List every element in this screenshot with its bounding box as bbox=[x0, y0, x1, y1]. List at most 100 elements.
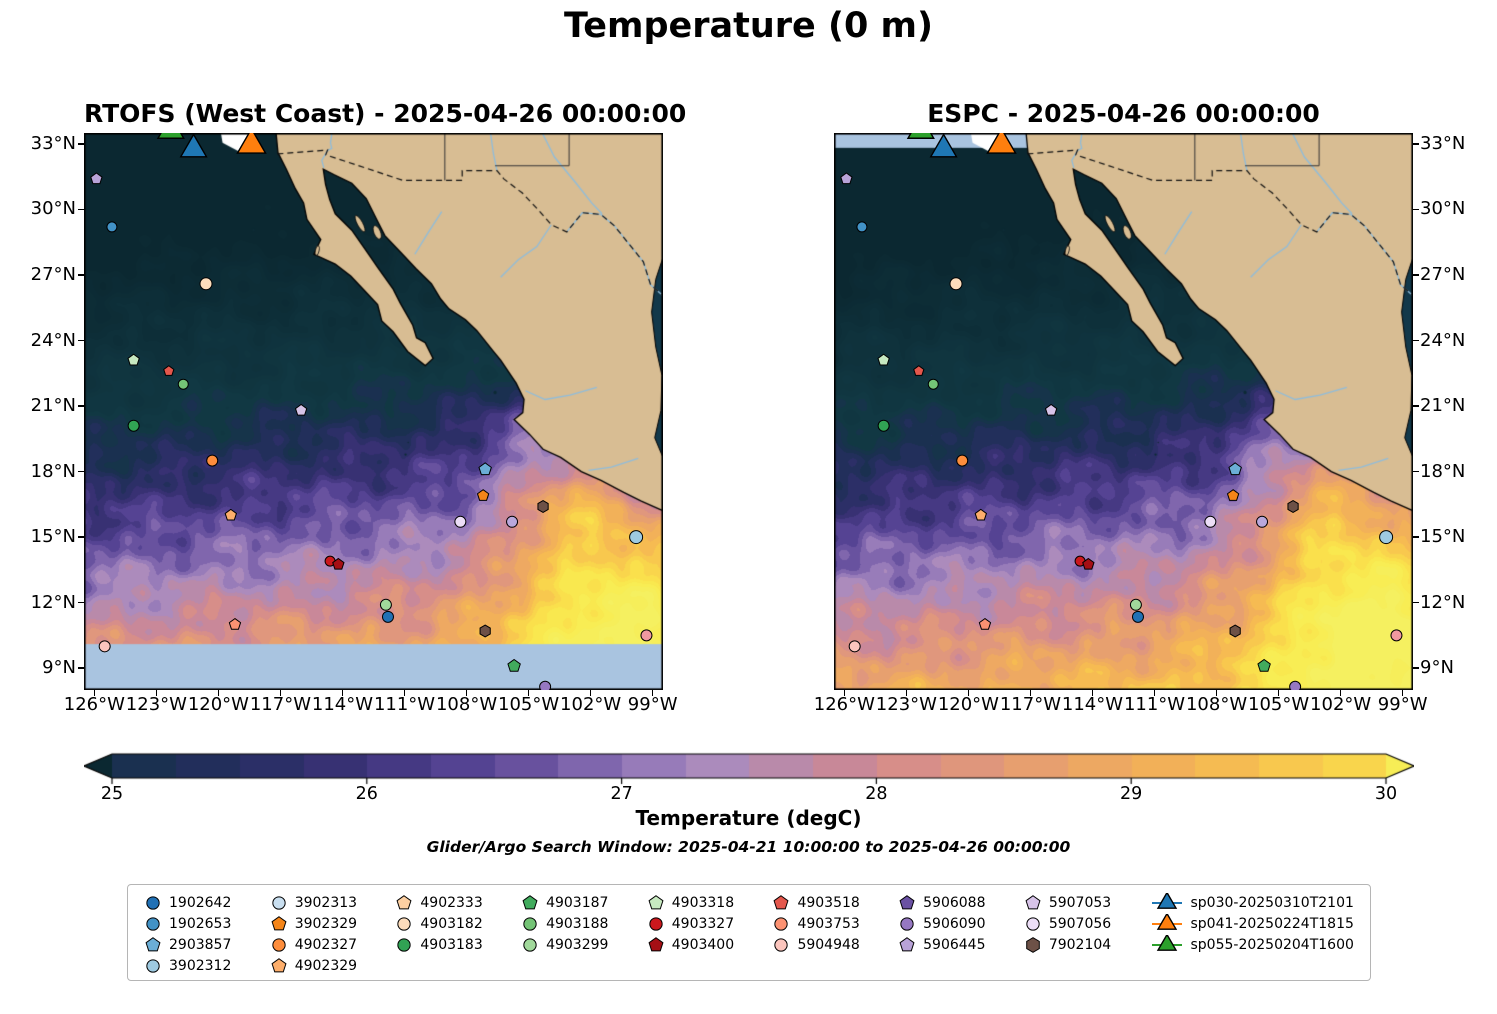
legend-label: 5906090 bbox=[923, 915, 986, 932]
legend-label: 5904948 bbox=[797, 936, 860, 953]
lat-tickmark bbox=[78, 143, 84, 145]
circle-marker-icon bbox=[774, 937, 789, 952]
circle-marker-icon bbox=[146, 916, 160, 931]
lon-tickmark bbox=[651, 690, 654, 696]
float-marker-5904948 bbox=[848, 640, 861, 653]
lon-tick-label: 105°W bbox=[1248, 694, 1310, 715]
lon-tick-label: 123°W bbox=[125, 694, 187, 715]
float-marker-4903753 bbox=[228, 617, 242, 630]
legend-item-1902642: 1902642 bbox=[144, 892, 231, 913]
pentagon-marker-icon bbox=[899, 894, 915, 909]
lon-tick-label: 105°W bbox=[498, 694, 560, 715]
float-marker-4902329 bbox=[224, 508, 238, 521]
legend-label: sp030-20250310T2101 bbox=[1190, 894, 1354, 911]
float-marker-4903299 bbox=[1129, 598, 1142, 611]
legend-item-3902313: 3902313 bbox=[270, 892, 357, 913]
legend-item-4903188: 4903188 bbox=[521, 913, 608, 934]
legend-column: 4903318 4903327 4903400 bbox=[647, 892, 734, 955]
legend-label: 4902333 bbox=[420, 894, 483, 911]
lon-tickmark bbox=[967, 690, 970, 696]
float-marker-3902312 bbox=[1379, 530, 1394, 545]
pentagon-marker-icon bbox=[271, 957, 287, 972]
pentagon-marker-icon bbox=[271, 915, 287, 930]
legend-label: 5906445 bbox=[923, 936, 986, 953]
float-marker-7902104 bbox=[537, 500, 549, 513]
lat-tickmark bbox=[78, 470, 84, 473]
float-marker-7902104 bbox=[479, 624, 491, 638]
lon-tick-label: 117°W bbox=[999, 694, 1062, 715]
float-marker-4903400 bbox=[1082, 557, 1095, 570]
float-marker-4903183 bbox=[127, 419, 140, 432]
legend-label: sp055-20250204T1600 bbox=[1190, 936, 1354, 953]
lat-tickmark bbox=[78, 339, 84, 342]
triangle-marker-icon bbox=[1151, 934, 1182, 951]
colorbar-tick-label: 26 bbox=[355, 784, 378, 804]
legend-label: 4903187 bbox=[546, 894, 609, 911]
float-marker-4903318 bbox=[127, 353, 140, 366]
lon-tickmark bbox=[217, 690, 220, 696]
lon-tickmark bbox=[465, 690, 468, 696]
colorbar-tick-label: 27 bbox=[610, 784, 633, 804]
lon-tickmark bbox=[1277, 690, 1280, 696]
lon-tickmark bbox=[1339, 690, 1342, 696]
lat-tickmark bbox=[1413, 339, 1419, 342]
lat-tickmark bbox=[1413, 274, 1419, 276]
lat-tick-label: 15°N bbox=[30, 526, 76, 548]
lon-tick-label: 111°W bbox=[1123, 694, 1186, 715]
legend-column: 3902313 3902329 4902327 4902329 bbox=[270, 892, 357, 976]
float-marker-5906088 bbox=[1289, 680, 1302, 690]
float-marker-4903188 bbox=[927, 378, 939, 390]
legend-item-4902329: 4902329 bbox=[270, 955, 357, 976]
lat-tickmark bbox=[78, 536, 84, 538]
lon-tickmark bbox=[905, 690, 908, 696]
legend-item-sp041-20250224T1815: sp041-20250224T1815 bbox=[1150, 913, 1354, 934]
legend-label: 4903327 bbox=[671, 915, 735, 932]
lon-tick-label: 126°W bbox=[63, 694, 125, 715]
float-marker-5907053 bbox=[1044, 403, 1058, 416]
legend-label: 5906088 bbox=[923, 894, 986, 911]
lon-tick-label: 108°W bbox=[435, 694, 498, 715]
legend-item-3902312: 3902312 bbox=[144, 955, 231, 976]
lat-tick-label: 33°N bbox=[1420, 132, 1466, 154]
float-marker-3902329 bbox=[476, 489, 490, 501]
figure-title: Temperature (0 m) bbox=[564, 6, 933, 46]
legend: 1902642 1902653 2903857 3902312 3902313 39023… bbox=[127, 884, 1371, 981]
float-marker-4903182 bbox=[949, 277, 963, 291]
lat-tickmark bbox=[78, 274, 84, 276]
float-marker-4903187 bbox=[507, 658, 521, 672]
float-marker-4903753 bbox=[978, 617, 992, 630]
pentagon-marker-icon bbox=[522, 894, 538, 909]
circle-marker-icon bbox=[900, 916, 914, 931]
lon-tick-label: 102°W bbox=[1310, 694, 1372, 715]
circle-marker-icon bbox=[397, 916, 412, 931]
lat-tickmark bbox=[78, 405, 84, 407]
glider-marker-sp041-20250224T1815 bbox=[236, 133, 267, 154]
lon-tick-label: 120°W bbox=[187, 694, 249, 715]
legend-item-5907053: 5907053 bbox=[1024, 892, 1111, 913]
float-marker-5904948 bbox=[1390, 629, 1403, 642]
glider-marker-sp041-20250224T1815 bbox=[986, 133, 1017, 154]
lat-tick-label: 9°N bbox=[42, 657, 76, 679]
float-marker-4902327 bbox=[956, 454, 969, 467]
legend-label: sp041-20250224T1815 bbox=[1190, 915, 1354, 932]
legend-item-2903857: 2903857 bbox=[144, 934, 231, 955]
glider-marker-sp055-20250204T1600 bbox=[156, 133, 185, 139]
circle-marker-icon bbox=[523, 937, 537, 952]
legend-column: 4903187 4903188 4903299 bbox=[521, 892, 608, 955]
triangle-marker-icon bbox=[1151, 913, 1182, 930]
float-marker-5906090 bbox=[506, 515, 519, 528]
lat-tick-label: 9°N bbox=[1420, 657, 1454, 679]
legend-item-5904948: 5904948 bbox=[772, 934, 860, 955]
lon-tickmark bbox=[527, 690, 530, 696]
lat-tickmark bbox=[78, 208, 84, 211]
lat-tickmark bbox=[1413, 143, 1419, 145]
lon-tickmark bbox=[279, 690, 282, 696]
lat-tick-label: 18°N bbox=[1420, 460, 1466, 482]
glider-marker-sp055-20250204T1600 bbox=[906, 133, 935, 139]
legend-item-1902653: 1902653 bbox=[144, 913, 231, 934]
lat-tick-label: 33°N bbox=[30, 132, 76, 154]
legend-item-4903753: 4903753 bbox=[772, 913, 860, 934]
lat-tick-label: 30°N bbox=[30, 198, 76, 220]
legend-column: 5906088 5906090 5906445 bbox=[898, 892, 985, 955]
legend-item-4903187: 4903187 bbox=[521, 892, 608, 913]
